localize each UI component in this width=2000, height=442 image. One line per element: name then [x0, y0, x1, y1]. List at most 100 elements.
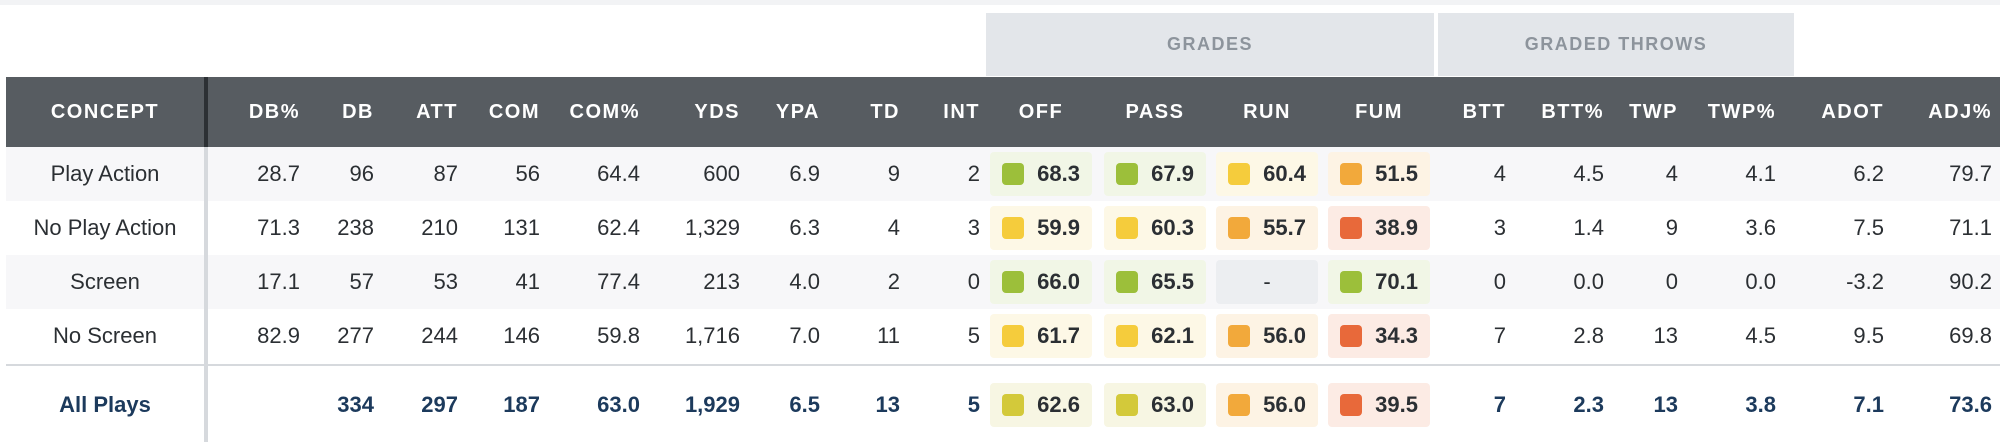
grade-swatch: [1340, 271, 1362, 293]
grade-fum: 39.5: [1328, 383, 1430, 427]
grade-swatch: [1116, 394, 1138, 416]
cell-btt: 4: [1493, 161, 1506, 186]
col-header-btt[interactable]: BTT: [1462, 101, 1506, 123]
col-header-adot[interactable]: ADOT: [1821, 101, 1884, 123]
cell-att: 87: [433, 161, 458, 186]
table-row[interactable]: Play Action 28.7 96 87 56 64.4 600 6.9 9 2 68.3 67.…: [6, 147, 2000, 201]
cell-twp-pct: 4.5: [1745, 323, 1776, 348]
grade-value: 61.7: [1037, 323, 1080, 348]
grade-off: 61.7: [990, 314, 1092, 358]
grade-pass: 67.9: [1104, 152, 1206, 196]
cell-btt-pct: 4.5: [1573, 161, 1604, 186]
col-header-concept[interactable]: CONCEPT: [50, 101, 160, 123]
cell-btt: 7: [1493, 392, 1506, 417]
cell-twp: 13: [1653, 323, 1678, 348]
grade-swatch: [1228, 325, 1250, 347]
cell-twp-pct: 0.0: [1745, 269, 1776, 294]
grade-swatch: [1002, 325, 1024, 347]
cell-adot: 9.5: [1853, 323, 1884, 348]
table-row[interactable]: No Play Action 71.3 238 210 131 62.4 1,329 6.3 4…: [6, 201, 2000, 255]
top-strip: [0, 0, 2000, 5]
grade-value: 51.5: [1375, 161, 1418, 186]
cell-db-pct: 28.7: [257, 161, 300, 186]
cell-yds: 213: [703, 269, 740, 294]
cell-twp-pct: 3.6: [1745, 215, 1776, 240]
concept-label: No Play Action: [33, 215, 177, 240]
grade-value: 70.1: [1375, 269, 1418, 294]
grade-swatch: [1002, 163, 1024, 185]
grade-run: 60.4: [1216, 152, 1318, 196]
col-header-db-pct[interactable]: DB%: [248, 101, 300, 123]
grade-value: 68.3: [1037, 161, 1080, 186]
grade-swatch: [1228, 217, 1250, 239]
cell-db: 334: [337, 392, 374, 417]
cell-db-pct: 17.1: [257, 269, 300, 294]
col-header-pass[interactable]: PASS: [1125, 101, 1185, 123]
grade-pass: 63.0: [1104, 383, 1206, 427]
table-row[interactable]: Screen 17.1 57 53 41 77.4 213 4.0 2 0 66.0 65.5 - 70.…: [6, 255, 2000, 309]
cell-db-pct: 71.3: [257, 215, 300, 240]
total-row[interactable]: All Plays 334 297 187 63.0 1,929 6.5 13 5 62.6 63.…: [6, 378, 2000, 432]
cell-yds: 1,716: [684, 323, 740, 348]
grade-value: 65.5: [1151, 269, 1194, 294]
grade-swatch: [1340, 394, 1362, 416]
grade-value: 39.5: [1375, 392, 1418, 417]
cell-yds: 1,929: [684, 392, 740, 417]
grade-pass: 62.1: [1104, 314, 1206, 358]
cell-com: 131: [503, 215, 540, 240]
concept-header-divider: [204, 77, 208, 147]
grade-value: -: [1263, 269, 1271, 294]
col-header-int[interactable]: INT: [943, 101, 980, 123]
grade-swatch: [1340, 163, 1362, 185]
col-header-ypa[interactable]: YPA: [775, 101, 820, 123]
cell-int: 0: [967, 269, 980, 294]
cell-td: 11: [877, 323, 900, 348]
cell-com-pct: 63.0: [597, 392, 640, 417]
grade-off: 59.9: [990, 206, 1092, 250]
cell-adot: -3.2: [1846, 269, 1884, 294]
grade-value: 56.0: [1263, 323, 1306, 348]
group-header-grades: GRADES: [986, 13, 1434, 76]
cell-int: 5: [967, 392, 980, 417]
col-header-fum[interactable]: FUM: [1355, 101, 1403, 123]
col-header-db[interactable]: DB: [342, 101, 374, 123]
grade-value: 67.9: [1151, 161, 1194, 186]
col-header-yds[interactable]: YDS: [694, 101, 740, 123]
col-header-com[interactable]: COM: [488, 101, 540, 123]
cell-adot: 6.2: [1853, 161, 1884, 186]
col-header-off[interactable]: OFF: [1018, 101, 1064, 123]
col-header-com-pct[interactable]: COM%: [569, 101, 640, 123]
cell-btt-pct: 2.3: [1573, 392, 1604, 417]
col-header-twp[interactable]: TWP: [1629, 101, 1678, 123]
cell-ypa: 4.0: [789, 269, 820, 294]
col-header-btt-pct[interactable]: BTT%: [1541, 101, 1604, 123]
grade-swatch: [1340, 217, 1362, 239]
col-header-twp-pct[interactable]: TWP%: [1707, 101, 1776, 123]
table-row[interactable]: No Screen 82.9 277 244 146 59.8 1,716 7.0 11 5 61.…: [6, 309, 2000, 363]
cell-td: 2: [887, 269, 900, 294]
grade-fum: 34.3: [1328, 314, 1430, 358]
grade-value: 62.6: [1037, 392, 1080, 417]
cell-db: 96: [349, 161, 374, 186]
cell-db: 238: [337, 215, 374, 240]
cell-twp: 13: [1653, 392, 1678, 417]
concept-label: Play Action: [50, 161, 160, 186]
grade-off: 62.6: [990, 383, 1092, 427]
grade-swatch: [1002, 217, 1024, 239]
cell-btt: 7: [1493, 323, 1506, 348]
cell-att: 53: [433, 269, 458, 294]
cell-twp: 9: [1665, 215, 1678, 240]
cell-twp-pct: 4.1: [1745, 161, 1776, 186]
cell-ypa: 6.5: [789, 392, 820, 417]
grade-swatch: [1002, 271, 1024, 293]
grade-value: 63.0: [1151, 392, 1194, 417]
col-header-adj-pct[interactable]: ADJ%: [1928, 101, 1992, 123]
total-divider: [6, 364, 2000, 366]
col-header-run[interactable]: RUN: [1243, 101, 1291, 123]
grade-value: 60.3: [1151, 215, 1194, 240]
cell-com-pct: 59.8: [597, 323, 640, 348]
cell-ypa: 6.3: [789, 215, 820, 240]
grade-swatch: [1228, 394, 1250, 416]
col-header-att[interactable]: ATT: [416, 101, 458, 123]
col-header-td[interactable]: TD: [870, 101, 900, 123]
